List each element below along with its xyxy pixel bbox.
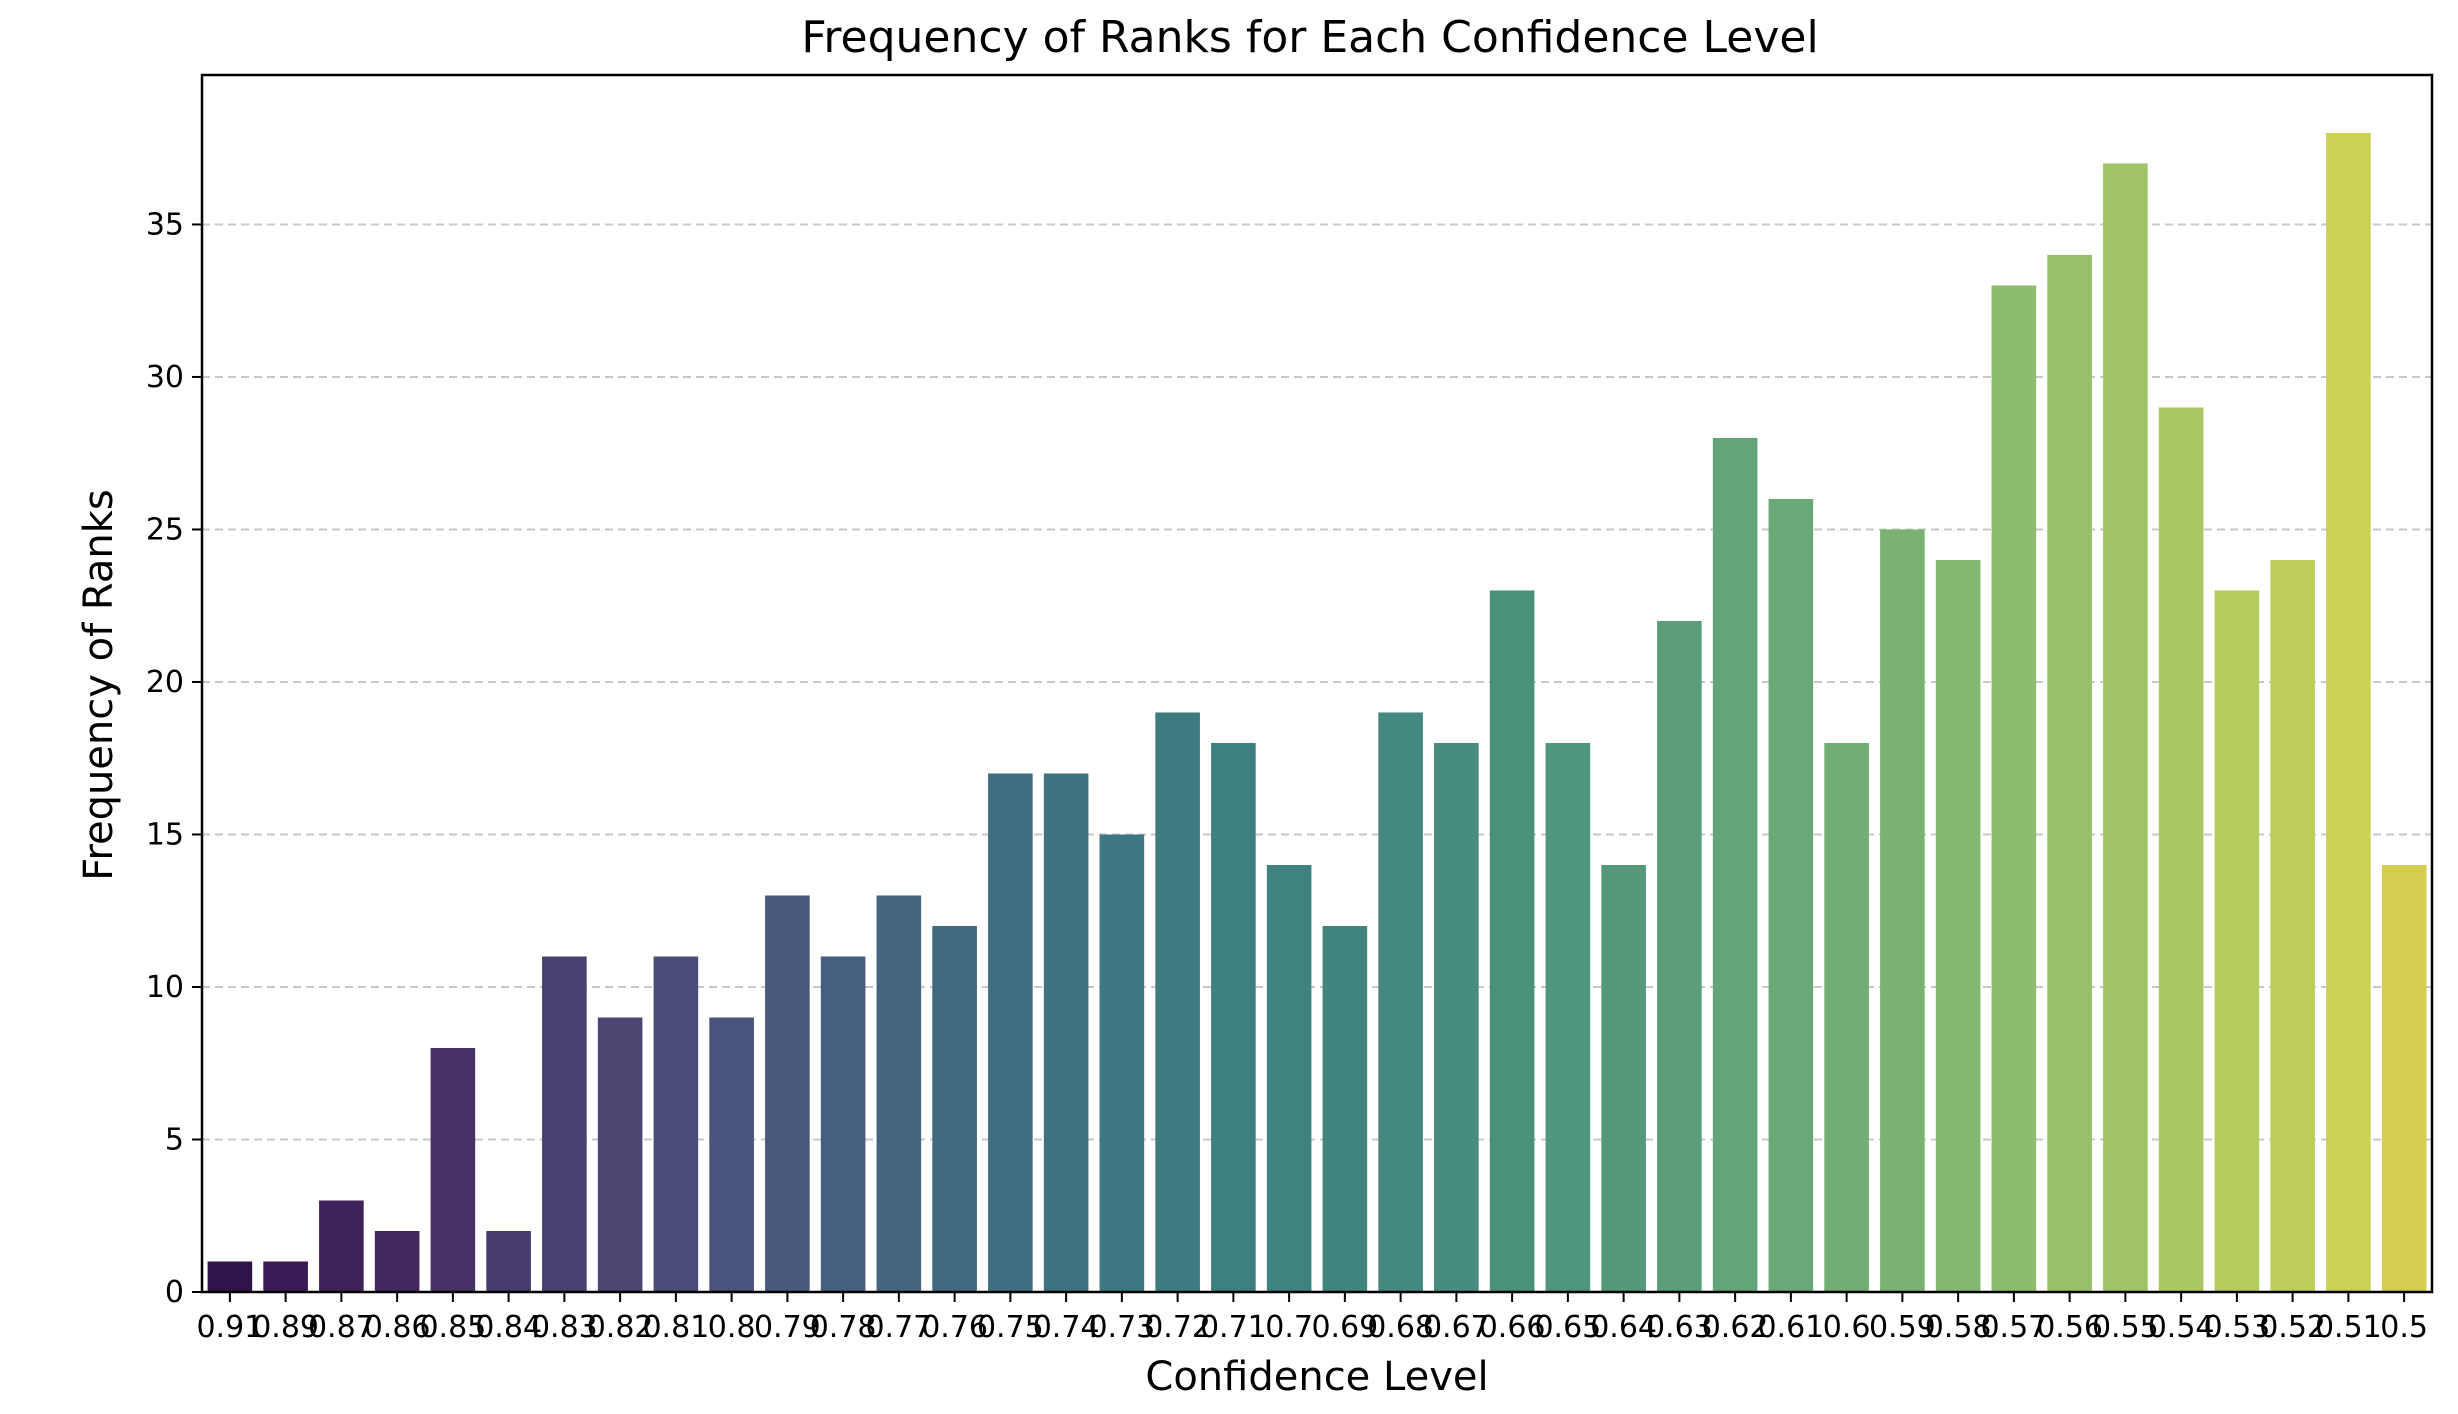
x-tick-label: 0.75: [977, 1310, 1044, 1345]
bar-0.85: [430, 1047, 476, 1292]
bar-0.89: [263, 1261, 308, 1292]
x-tick-label: 0.5: [2380, 1310, 2428, 1345]
bar-0.74: [1043, 773, 1089, 1292]
x-tick-label: 0.82: [587, 1310, 654, 1345]
x-tick-label: 0.91: [196, 1310, 263, 1345]
bar-0.8: [709, 1017, 754, 1292]
plot-frame: [200, 73, 2434, 1294]
y-tick-label: 15: [146, 817, 184, 852]
x-tick-label: 0.66: [1479, 1310, 1546, 1345]
bar-0.84: [486, 1230, 531, 1292]
bar-0.75: [988, 773, 1033, 1292]
x-tick-label: 0.87: [308, 1310, 375, 1345]
x-tick-label: 0.53: [2203, 1310, 2270, 1345]
y-axis-label: Frequency of Ranks: [76, 489, 122, 880]
x-axis-ticks: 0.910.890.870.860.850.840.830.820.810.80…: [196, 1292, 2428, 1345]
x-tick-label: 0.54: [2148, 1310, 2215, 1345]
y-tick-label: 30: [146, 360, 184, 395]
y-tick-label: 20: [146, 665, 184, 700]
bar-0.61: [1768, 498, 1814, 1292]
x-tick-label: 0.8: [708, 1310, 756, 1345]
x-axis-label: Confidence Level: [1145, 1354, 1488, 1400]
gridlines: [202, 223, 2432, 1141]
x-tick-label: 0.77: [865, 1310, 932, 1345]
x-tick-label: 0.85: [419, 1310, 486, 1345]
bar-0.54: [2158, 407, 2204, 1293]
y-tick-label: 10: [146, 970, 184, 1005]
bar-0.76: [932, 925, 977, 1292]
bar-0.58: [1935, 559, 1981, 1292]
x-tick-label: 0.67: [1423, 1310, 1490, 1345]
bar-0.81: [653, 956, 699, 1292]
x-tick-label: 0.51: [2315, 1310, 2382, 1345]
x-tick-label: 0.79: [754, 1310, 821, 1345]
bar-0.91: [207, 1261, 253, 1292]
bar-0.7: [1266, 864, 1312, 1292]
bar-0.55: [2103, 163, 2148, 1293]
bar-0.57: [1991, 285, 2037, 1293]
x-tick-label: 0.74: [1033, 1310, 1100, 1345]
bar-0.72: [1155, 712, 1200, 1292]
bar-0.59: [1880, 529, 1925, 1292]
bar-0.56: [2047, 254, 2092, 1292]
bar-0.52: [2270, 559, 2315, 1292]
x-tick-label: 0.64: [1590, 1310, 1657, 1345]
x-tick-label: 0.73: [1088, 1310, 1155, 1345]
bars: [207, 132, 2427, 1293]
x-tick-label: 0.7: [1265, 1310, 1313, 1345]
x-tick-label: 0.71: [1200, 1310, 1267, 1345]
bar-0.53: [2214, 590, 2260, 1292]
x-tick-label: 0.76: [921, 1310, 988, 1345]
x-tick-label: 0.86: [364, 1310, 431, 1345]
x-tick-label: 0.83: [531, 1310, 598, 1345]
y-tick-label: 5: [165, 1122, 184, 1157]
x-tick-label: 0.63: [1646, 1310, 1713, 1345]
x-tick-label: 0.78: [810, 1310, 877, 1345]
bar-0.71: [1211, 742, 1256, 1292]
bar-0.6: [1824, 742, 1869, 1292]
x-tick-label: 0.6: [1823, 1310, 1871, 1345]
x-tick-label: 0.84: [475, 1310, 542, 1345]
x-tick-label: 0.57: [1980, 1310, 2047, 1345]
x-tick-label: 0.55: [2092, 1310, 2159, 1345]
bar-0.64: [1601, 864, 1646, 1292]
bar-0.86: [374, 1230, 420, 1292]
bar-0.51: [2326, 132, 2371, 1292]
x-tick-label: 0.56: [2036, 1310, 2103, 1345]
x-tick-label: 0.89: [252, 1310, 319, 1345]
chart-title: Frequency of Ranks for Each Confidence L…: [801, 12, 1818, 63]
bar-0.69: [1322, 925, 1368, 1292]
bar-0.65: [1545, 742, 1591, 1292]
bar-0.82: [597, 1017, 643, 1292]
bar-0.68: [1378, 712, 1423, 1292]
bar-0.63: [1657, 620, 1702, 1292]
bar-0.67: [1434, 742, 1479, 1292]
y-tick-label: 0: [165, 1275, 184, 1310]
y-axis-ticks: 0 5 10 15 20 25 30 35: [146, 207, 202, 1310]
bar-0.77: [876, 895, 922, 1292]
x-tick-label: 0.68: [1367, 1310, 1434, 1345]
y-tick-label: 25: [146, 512, 184, 547]
bar-0.83: [542, 956, 587, 1292]
x-tick-label: 0.72: [1144, 1310, 1211, 1345]
x-tick-label: 0.59: [1869, 1310, 1936, 1345]
x-tick-label: 0.69: [1311, 1310, 1378, 1345]
x-tick-label: 0.61: [1757, 1310, 1824, 1345]
bar-0.62: [1712, 437, 1758, 1292]
x-tick-label: 0.58: [1925, 1310, 1992, 1345]
y-tick-label: 35: [146, 207, 184, 242]
x-tick-label: 0.52: [2259, 1310, 2326, 1345]
bar-0.73: [1099, 834, 1145, 1292]
bar-0.66: [1489, 590, 1535, 1292]
bar-0.87: [319, 1200, 364, 1292]
bar-0.78: [820, 956, 866, 1292]
bar-0.79: [765, 895, 810, 1292]
x-tick-label: 0.81: [642, 1310, 709, 1345]
x-tick-label: 0.65: [1534, 1310, 1601, 1345]
x-tick-label: 0.62: [1702, 1310, 1769, 1345]
bar-0.5: [2381, 864, 2427, 1292]
